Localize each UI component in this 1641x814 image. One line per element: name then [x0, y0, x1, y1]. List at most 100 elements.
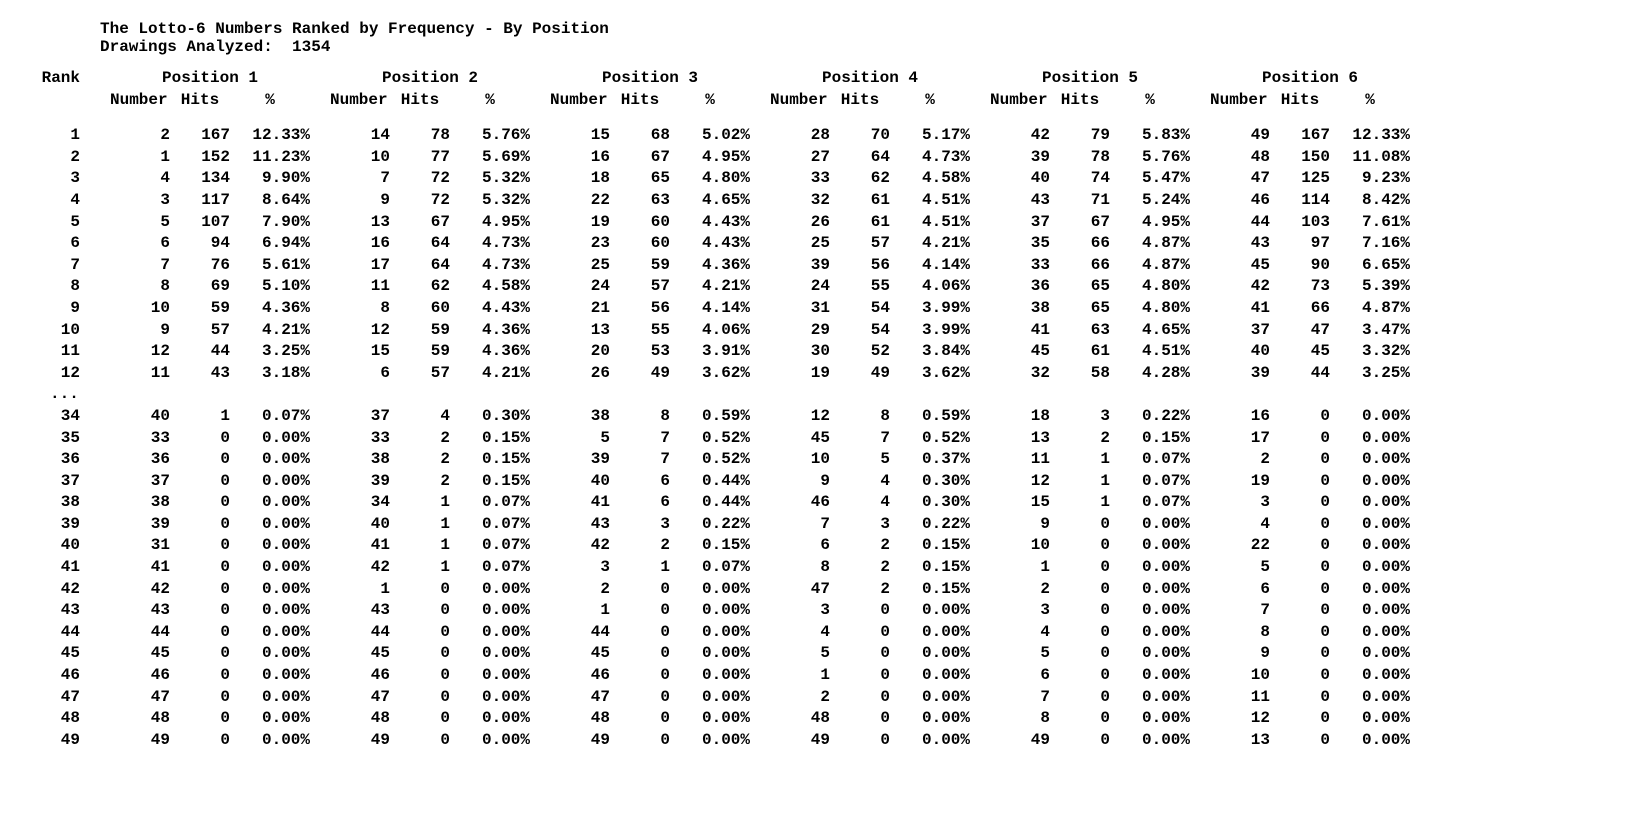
number-cell: 49 — [550, 730, 610, 752]
position-cell-group: 29543.99% — [770, 320, 970, 342]
number-subheader: Number — [110, 90, 170, 112]
number-cell: 42 — [550, 535, 610, 557]
rank-cell: 35 — [20, 428, 90, 450]
hits-cell: 77 — [390, 147, 450, 169]
hits-cell: 0 — [1050, 600, 1110, 622]
position-cell-group: 4300.00% — [110, 600, 310, 622]
pct-cell: 4.36% — [450, 320, 530, 342]
pct-cell: 5.17% — [890, 125, 970, 147]
pct-cell: 0.00% — [890, 708, 970, 730]
position-cell-group: 500.00% — [770, 643, 970, 665]
number-cell: 48 — [550, 708, 610, 730]
hits-cell: 68 — [610, 125, 670, 147]
number-cell: 42 — [990, 125, 1050, 147]
pct-subheader: % — [1110, 90, 1190, 112]
pct-cell: 0.00% — [670, 665, 750, 687]
hits-cell: 58 — [1050, 363, 1110, 385]
hits-cell: 59 — [390, 341, 450, 363]
position-cell-group: 3800.00% — [110, 492, 310, 514]
number-cell: 6 — [110, 233, 170, 255]
rank-cell: 47 — [20, 687, 90, 709]
pct-cell: 0.00% — [1110, 622, 1190, 644]
number-cell: 12 — [770, 406, 830, 428]
number-cell: 38 — [550, 406, 610, 428]
number-cell: 33 — [990, 255, 1050, 277]
number-cell: 46 — [1210, 190, 1270, 212]
hits-cell: 0 — [610, 708, 670, 730]
hits-cell: 0 — [830, 622, 890, 644]
table-row: 414100.00%4210.07%310.07%820.15%100.00%5… — [20, 557, 1621, 579]
number-cell: 14 — [330, 125, 390, 147]
hits-cell: 0 — [1270, 600, 1330, 622]
table-row: 2115211.23%10775.69%16674.95%27644.73%39… — [20, 147, 1621, 169]
hits-cell: 67 — [1050, 212, 1110, 234]
pct-cell: 6.65% — [1330, 255, 1410, 277]
position-cell-group: 15685.02% — [550, 125, 750, 147]
pct-cell: 4.21% — [450, 363, 530, 385]
position-cell-group: 37473.47% — [1210, 320, 1410, 342]
table-row: 1112443.25%15594.36%20533.91%30523.84%45… — [20, 341, 1621, 363]
hits-cell: 5 — [830, 449, 890, 471]
pct-cell: 4.51% — [1110, 341, 1190, 363]
hits-cell: 47 — [1270, 320, 1330, 342]
position-cell-group: 4815011.08% — [1210, 147, 1410, 169]
hits-cell: 0 — [1050, 708, 1110, 730]
number-cell: 40 — [990, 168, 1050, 190]
position-cell-group: 9574.21% — [110, 320, 310, 342]
number-cell: 37 — [1210, 320, 1270, 342]
position-cell-group: 6574.21% — [330, 363, 530, 385]
position-cell-group: 500.00% — [1210, 557, 1410, 579]
pct-cell: 3.62% — [670, 363, 750, 385]
number-cell: 24 — [770, 276, 830, 298]
number-cell: 3 — [1210, 492, 1270, 514]
number-cell: 9 — [1210, 643, 1270, 665]
position-cell-group: 1600.00% — [1210, 406, 1410, 428]
pct-cell: 4.58% — [450, 276, 530, 298]
hits-cell: 0 — [1270, 428, 1330, 450]
hits-cell: 57 — [170, 320, 230, 342]
hits-subheader: Hits — [830, 90, 890, 112]
number-cell: 44 — [1210, 212, 1270, 234]
position-cell-group: 1110.07% — [990, 449, 1190, 471]
position-cell-group: 300.00% — [1210, 492, 1410, 514]
position-cell-group: 4200.00% — [110, 579, 310, 601]
position-cell-group: 3600.00% — [110, 449, 310, 471]
position-cell-group: 4010.07% — [110, 406, 310, 428]
pct-cell: 5.69% — [450, 147, 530, 169]
rank-cell: 40 — [20, 535, 90, 557]
hits-cell: 65 — [1050, 298, 1110, 320]
pct-cell: 5.32% — [450, 168, 530, 190]
position-cell-group: 1700.00% — [1210, 428, 1410, 450]
hits-cell: 0 — [1270, 557, 1330, 579]
pct-cell: 0.00% — [230, 665, 310, 687]
hits-cell: 0 — [1270, 622, 1330, 644]
hits-cell: 7 — [610, 428, 670, 450]
pct-cell: 0.59% — [890, 406, 970, 428]
number-cell: 6 — [770, 535, 830, 557]
number-cell: 48 — [770, 708, 830, 730]
hits-cell: 3 — [1050, 406, 1110, 428]
pct-cell: 0.00% — [230, 708, 310, 730]
report-subtitle: Drawings Analyzed: 1354 — [100, 38, 1621, 56]
hits-cell: 0 — [390, 665, 450, 687]
position-cell-group: 461148.42% — [1210, 190, 1410, 212]
hits-cell: 1 — [390, 514, 450, 536]
hits-cell: 0 — [1050, 514, 1110, 536]
pct-cell: 8.42% — [1330, 190, 1410, 212]
pct-cell: 4.36% — [670, 255, 750, 277]
pct-cell: 0.00% — [230, 492, 310, 514]
number-cell: 1 — [330, 579, 390, 601]
hits-cell: 0 — [610, 579, 670, 601]
hits-cell: 0 — [610, 730, 670, 752]
hits-cell: 0 — [170, 708, 230, 730]
number-cell: 10 — [110, 298, 170, 320]
hits-cell: 59 — [390, 320, 450, 342]
pct-cell: 0.00% — [230, 622, 310, 644]
number-cell: 47 — [1210, 168, 1270, 190]
pct-cell: 4.21% — [890, 233, 970, 255]
position-cell-group: 800.00% — [1210, 622, 1410, 644]
hits-cell: 4 — [830, 492, 890, 514]
position-cell-group: 310.07% — [550, 557, 750, 579]
hits-cell: 61 — [830, 190, 890, 212]
pct-cell: 0.00% — [890, 600, 970, 622]
